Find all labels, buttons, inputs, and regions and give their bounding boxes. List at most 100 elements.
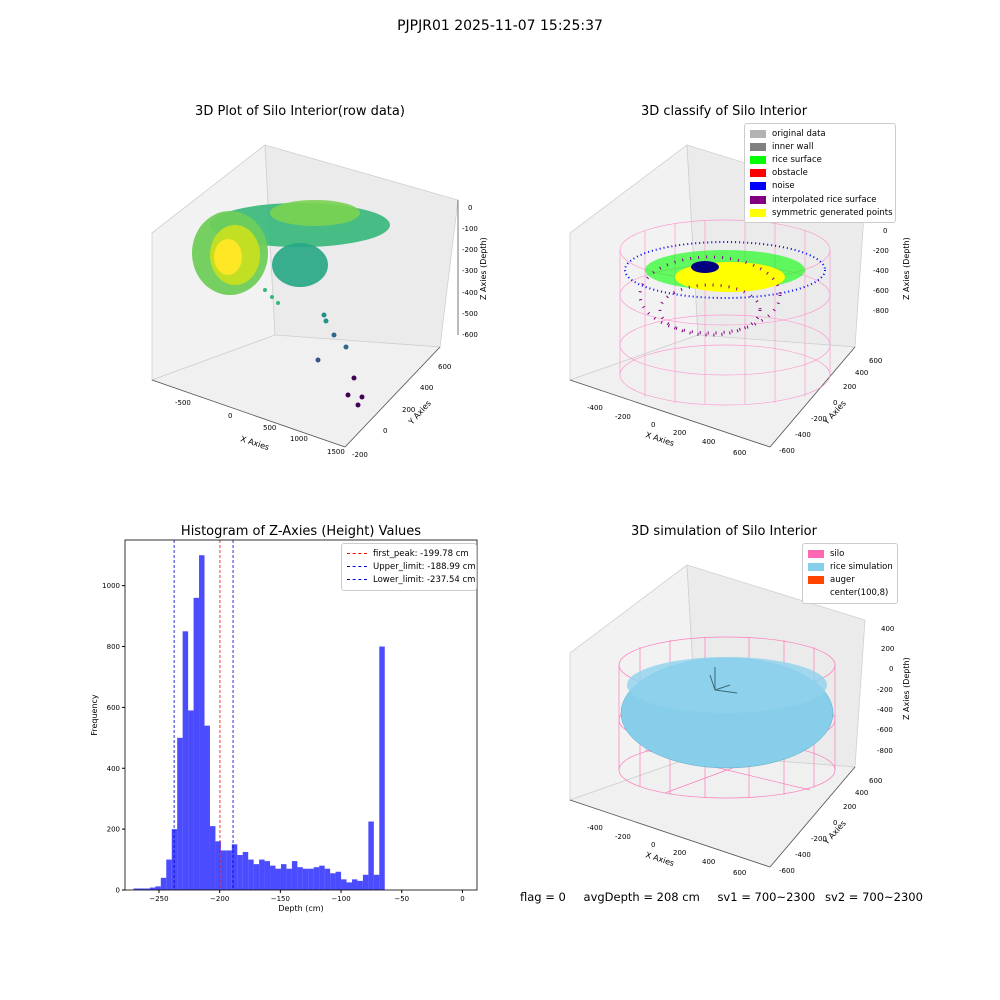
- histogram-bar: [302, 868, 309, 890]
- panel2-x-tick: 400: [702, 438, 715, 446]
- panel2-z-tick: -200: [873, 247, 889, 255]
- panel4-auger: [709, 667, 738, 694]
- avg-depth-text: avgDepth = 208 cm: [583, 890, 700, 904]
- histogram-bar: [149, 887, 156, 890]
- panel4-x-tick: 400: [702, 858, 715, 866]
- y-tick-label: 200: [107, 826, 120, 834]
- legend-swatch: [750, 169, 766, 178]
- panel2-y-tick: -600: [779, 447, 795, 455]
- panel1-3d-plot: -500 0 500 1000 1500 X Axies -200 0 200 …: [150, 144, 488, 459]
- panel4-y-tick: 200: [843, 803, 856, 811]
- legend-swatch: [808, 562, 824, 571]
- legend-item: rice simulation: [808, 560, 893, 573]
- histogram-bar: [171, 829, 178, 890]
- legend-item: silo: [808, 547, 892, 560]
- histogram-bar: [275, 868, 281, 890]
- legend-swatch: [750, 142, 766, 151]
- panel4-z-tick: 0: [889, 665, 893, 673]
- legend-label: rice surface: [772, 154, 822, 165]
- panel1-y-tick: 400: [420, 384, 433, 392]
- y-tick-label: 800: [107, 643, 120, 651]
- legend-swatch: [808, 575, 824, 584]
- legend-label: Lower_limit: -237.54 cm: [373, 574, 476, 585]
- panel4-legend: silo rice simulation auger center(100,8): [802, 543, 898, 604]
- panel4-x-tick: 0: [651, 841, 655, 849]
- histogram-bar: [253, 864, 260, 890]
- histogram-bar: [155, 886, 161, 890]
- panel2-title: 3D classify of Silo Interior: [640, 104, 808, 119]
- histogram-bar: [204, 725, 210, 890]
- legend-label: center(100,8): [830, 588, 889, 599]
- histogram-bar: [379, 646, 385, 890]
- panel4-z-tick: -200: [877, 686, 893, 694]
- y-tick-label: 1000: [102, 582, 120, 590]
- figure-title: PJPJR01 2025-11-07 15:25:37: [397, 18, 603, 34]
- histogram-bar: [335, 871, 342, 890]
- histogram-bar: [341, 879, 347, 890]
- legend-label: auger: [830, 574, 855, 585]
- legend-item: inner wall: [750, 140, 890, 153]
- legend-item: Upper_limit: -188.99 cm: [347, 560, 476, 573]
- sv2-text: sv2 = 700~2300: [825, 890, 923, 904]
- legend-item: center(100,8): [808, 587, 892, 600]
- histogram-bar: [297, 867, 303, 890]
- legend-swatch: [808, 549, 824, 558]
- histogram-bar: [133, 888, 139, 890]
- histogram-bar: [209, 826, 216, 890]
- panel2-y-tick: 0: [833, 399, 837, 407]
- panel2-x-tick: 200: [673, 429, 686, 437]
- panel1-axes-box: [150, 144, 459, 448]
- panel4-x-tick: 200: [673, 849, 686, 857]
- panel1-x-tick: 1500: [327, 448, 345, 456]
- panel2-y-tick: -400: [795, 431, 811, 439]
- legend-label: obstacle: [772, 168, 808, 179]
- legend-item: symmetric generated points: [750, 206, 893, 219]
- panel4-z-label: Z Axies (Depth): [902, 657, 911, 720]
- legend-item: original data: [750, 127, 890, 140]
- x-tick-label: −50: [394, 895, 409, 903]
- panel4-y-tick: -400: [795, 851, 811, 859]
- panel1-x-label: X Axies: [239, 434, 270, 452]
- panel4-y-tick: 0: [833, 819, 837, 827]
- histogram-bar: [319, 865, 325, 890]
- panel4-3d-plot: -400 -200 0 200 400 600 X Axies -600 -40…: [568, 564, 911, 877]
- legend-label: original data: [772, 128, 826, 139]
- histogram-bar: [177, 737, 183, 890]
- histogram-bar: [264, 861, 271, 890]
- panel1-z-tick: -500: [462, 310, 478, 318]
- histogram-bar: [242, 851, 249, 890]
- histogram-bar: [313, 867, 320, 890]
- panel2-z-tick: -800: [873, 307, 889, 315]
- flag-text: flag = 0: [520, 890, 566, 904]
- histogram-bar: [351, 879, 358, 890]
- x-tick-label: −100: [331, 895, 350, 903]
- legend-label: rice simulation: [830, 561, 893, 572]
- histogram-x-ticks: −250 −200 −150 −100 −50 0: [149, 890, 465, 903]
- histogram-bar: [199, 555, 205, 890]
- sv1-text: sv1 = 700~2300: [717, 890, 816, 904]
- panel1-z-label: Z Axies (Depth): [479, 237, 488, 300]
- panel4-z-tick: -400: [877, 706, 893, 714]
- panel4-x-tick: -200: [615, 833, 631, 841]
- histogram-bar: [188, 710, 194, 890]
- x-tick-label: 0: [460, 895, 464, 903]
- panel2-z-tick: -600: [873, 287, 889, 295]
- histogram-bar: [270, 865, 276, 890]
- y-tick-label: 0: [116, 887, 120, 895]
- panel4-x-tick: 600: [733, 869, 746, 877]
- panel1-z-tick: -100: [462, 225, 478, 233]
- histogram-bar: [280, 864, 287, 890]
- panel2-z-tick: -400: [873, 267, 889, 275]
- legend-item: Lower_limit: -237.54 cm: [347, 573, 475, 586]
- panel2-legend: original data inner wall rice surface ob…: [744, 123, 896, 224]
- legend-swatch: [750, 155, 766, 164]
- histogram-y-label: Frequency: [90, 694, 99, 736]
- panel2-x-tick: -200: [615, 413, 631, 421]
- histogram-bar: [357, 880, 363, 890]
- panel1-y-tick: 200: [402, 406, 415, 414]
- panel2-z-label: Z Axies (Depth): [902, 237, 911, 300]
- legend-item: noise: [750, 180, 890, 193]
- legend-label: Upper_limit: -188.99 cm: [373, 561, 476, 572]
- histogram-bar: [248, 859, 254, 890]
- legend-swatch: [750, 195, 766, 204]
